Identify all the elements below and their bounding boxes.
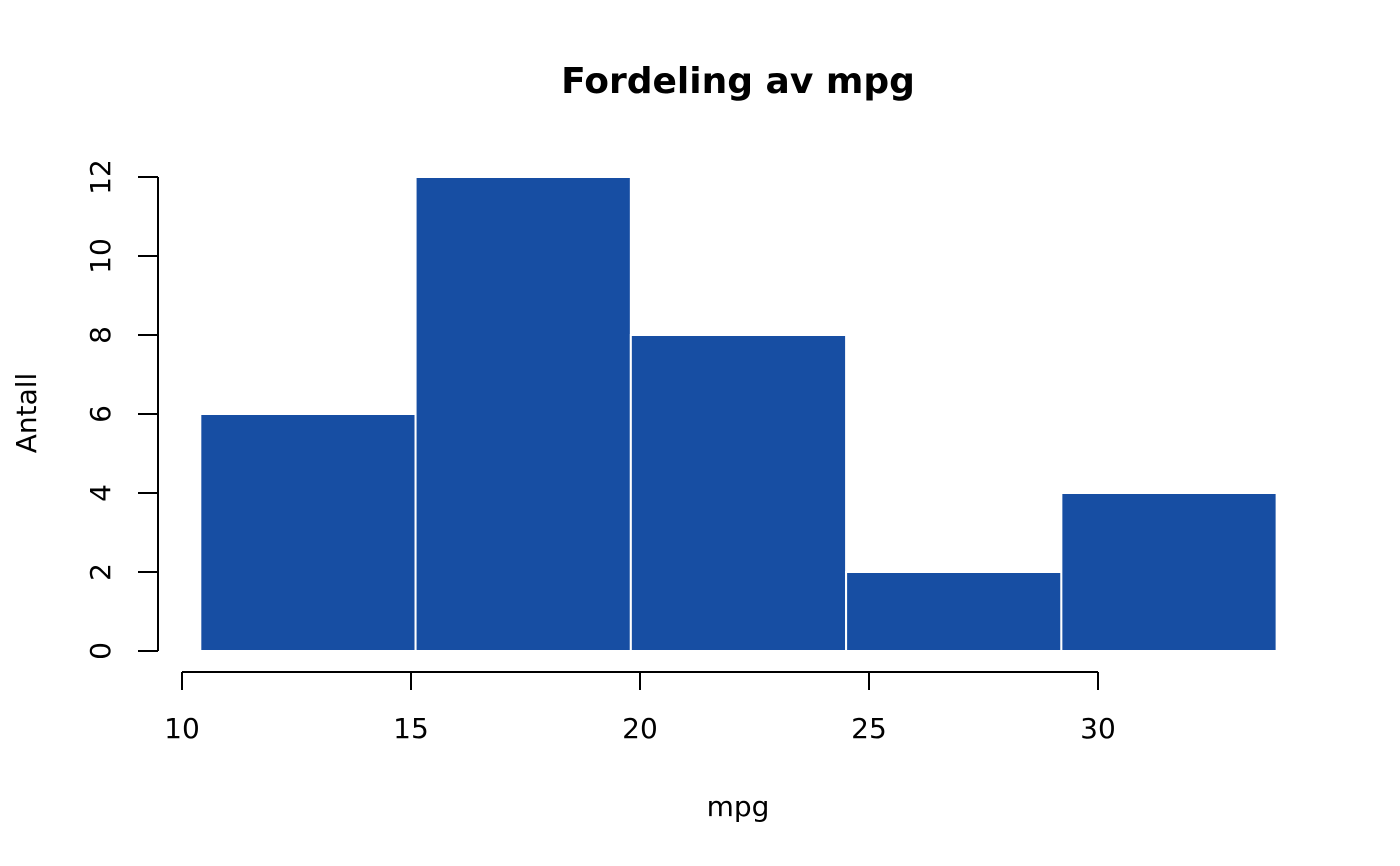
y-tick-label: 0 xyxy=(84,642,117,660)
x-tick-label: 30 xyxy=(1080,712,1116,745)
y-tick-label: 2 xyxy=(84,563,117,581)
y-tick-label: 8 xyxy=(84,326,117,344)
histogram-bar-4 xyxy=(845,571,1063,652)
histogram-bar-1 xyxy=(199,413,417,652)
y-tick-label: 4 xyxy=(84,484,117,502)
histogram-bar-5 xyxy=(1060,492,1278,652)
x-tick-label: 15 xyxy=(393,712,429,745)
chart-title: Fordeling av mpg xyxy=(561,61,915,102)
y-tick-label: 10 xyxy=(84,238,117,274)
x-tick-label: 10 xyxy=(164,712,200,745)
y-axis: 0 2 4 6 8 10 12 xyxy=(84,159,159,660)
x-tick-label: 20 xyxy=(622,712,658,745)
y-tick-label: 6 xyxy=(84,405,117,423)
x-axis-label: mpg xyxy=(707,790,770,823)
histogram-bar-3 xyxy=(629,334,848,652)
x-axis: 10 15 20 25 30 xyxy=(164,671,1116,745)
y-axis-label: Antall xyxy=(10,373,43,454)
histogram-bar-2 xyxy=(414,176,632,652)
y-tick-label: 12 xyxy=(84,159,117,195)
x-tick-label: 25 xyxy=(851,712,887,745)
bars-group xyxy=(199,176,1278,652)
